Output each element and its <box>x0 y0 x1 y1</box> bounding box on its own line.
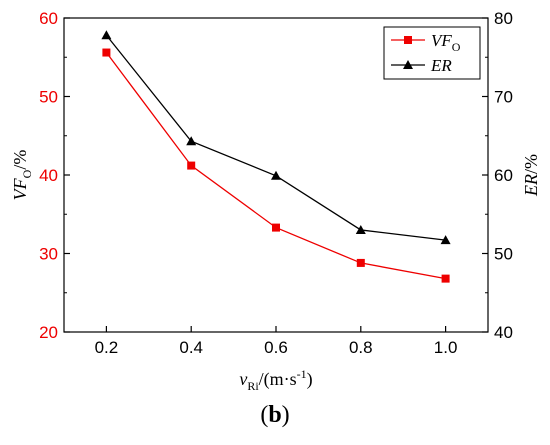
y-axis-right: 40 50 60 70 80 <box>482 9 513 342</box>
data-point-vfo <box>187 161 196 170</box>
legend-entry-er: ER <box>391 56 452 75</box>
y-right-tick-label: 70 <box>494 88 513 107</box>
data-point-vfo <box>272 223 280 232</box>
x-axis-title: vRi/(m·s-1) <box>239 367 312 393</box>
series-line-vfo <box>105 52 446 280</box>
legend-marker-square <box>404 36 412 44</box>
x-tick-label: 0.4 <box>179 338 203 357</box>
legend-label-vfo: VFO <box>431 31 461 54</box>
data-point-vfo <box>356 258 365 267</box>
y-left-axis-title: VFO/% <box>10 150 34 201</box>
y-left-tick-label: 50 <box>39 88 58 107</box>
data-point-vfo <box>102 48 111 57</box>
x-tick-label: 0.6 <box>264 338 288 357</box>
y-axis-left: 20 30 40 50 60 <box>39 9 70 342</box>
caption-letter: b <box>268 402 282 428</box>
series-layer <box>101 30 451 283</box>
legend: VFO ER <box>383 26 481 80</box>
y-left-tick-label: 40 <box>39 166 58 185</box>
y-right-tick-label: 80 <box>494 9 513 28</box>
x-tick-label: 0.8 <box>349 338 373 357</box>
line-chart: 0.2 0.4 0.6 0.8 1.0 20 30 40 50 60 40 50 60 70 80 VF… <box>10 9 541 393</box>
x-tick-label: 1.0 <box>434 338 458 357</box>
y-left-tick-label: 30 <box>39 245 58 264</box>
y-right-tick-label: 60 <box>494 166 513 185</box>
legend-label-er: ER <box>430 56 452 75</box>
legend-entry-vfo: VFO <box>391 31 461 54</box>
data-point-er <box>101 30 112 40</box>
y-left-tick-label: 20 <box>39 323 58 342</box>
data-point-er <box>186 136 197 146</box>
y-right-tick-label: 50 <box>494 245 513 264</box>
data-point-er <box>440 235 451 245</box>
data-point-er <box>355 224 366 234</box>
legend-box <box>383 26 481 80</box>
legend-marker-triangle <box>403 60 413 69</box>
x-axis: 0.2 0.4 0.6 0.8 1.0 <box>95 326 458 357</box>
y-right-tick-label: 40 <box>494 323 513 342</box>
data-point-er <box>271 170 281 180</box>
y-right-axis-title: ER/% <box>521 154 541 197</box>
data-point-vfo <box>441 274 450 283</box>
y-left-tick-label: 60 <box>39 9 58 28</box>
x-tick-label: 0.2 <box>95 338 119 357</box>
figure-caption: (b) <box>260 402 290 428</box>
